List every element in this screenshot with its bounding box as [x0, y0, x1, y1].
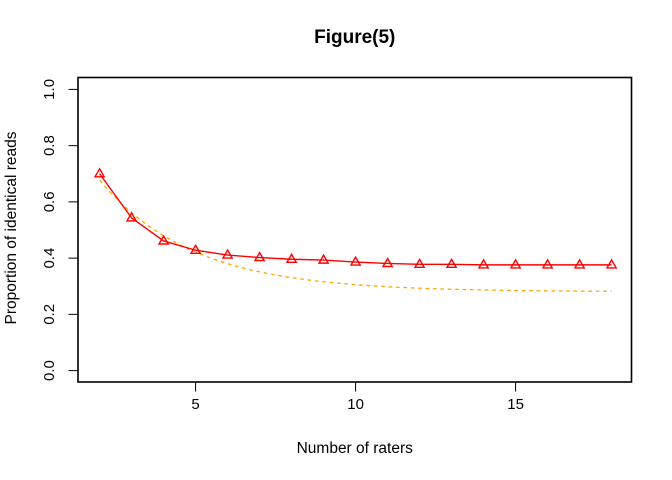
svg-text:1.0: 1.0: [41, 79, 58, 100]
svg-text:0.8: 0.8: [41, 135, 58, 156]
svg-text:5: 5: [191, 396, 199, 413]
svg-text:15: 15: [507, 396, 524, 413]
svg-text:0.0: 0.0: [41, 360, 58, 381]
svg-text:0.4: 0.4: [41, 248, 58, 269]
svg-text:0.6: 0.6: [41, 191, 58, 212]
svg-text:0.2: 0.2: [41, 304, 58, 325]
svg-text:10: 10: [347, 396, 364, 413]
